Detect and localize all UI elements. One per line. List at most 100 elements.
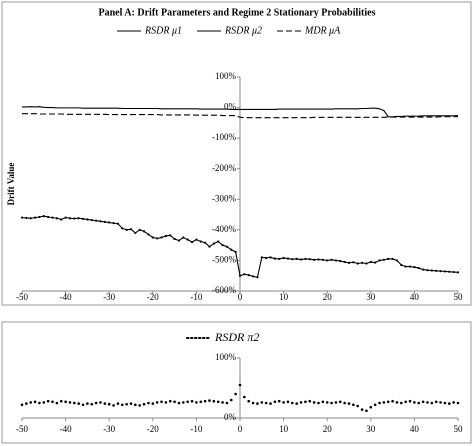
point [164, 401, 168, 404]
point [373, 403, 377, 407]
point [343, 260, 346, 264]
point [430, 269, 433, 272]
x-tick-label: -50 [16, 292, 28, 302]
y-tick-label: -200% [212, 163, 236, 173]
x-tick-label: 30 [366, 424, 376, 434]
point [169, 234, 172, 237]
point [347, 402, 351, 405]
point [177, 239, 181, 242]
point [86, 402, 89, 405]
point [238, 274, 242, 277]
point [195, 238, 198, 241]
x-tick-label: 0 [238, 424, 243, 434]
panel-frame [1, 321, 472, 444]
point [29, 217, 32, 220]
point [443, 270, 447, 273]
point [99, 220, 102, 223]
point [452, 270, 455, 274]
point [326, 259, 329, 262]
point [260, 401, 264, 404]
point [277, 399, 281, 403]
point [234, 250, 237, 253]
point [60, 218, 63, 221]
point [264, 401, 268, 405]
point [86, 218, 89, 221]
point [38, 215, 41, 219]
point [304, 257, 307, 260]
point [116, 222, 120, 225]
point [129, 402, 133, 405]
point [448, 270, 451, 273]
point [408, 265, 412, 268]
point [374, 261, 377, 264]
point [186, 238, 189, 241]
point [265, 256, 268, 260]
point [369, 260, 372, 264]
point [360, 261, 364, 264]
point [365, 409, 368, 413]
point [212, 242, 215, 245]
point [81, 403, 85, 407]
point [295, 257, 298, 260]
panel-frame [1, 1, 472, 306]
x-tick-label: 40 [410, 292, 420, 302]
y-axis-label: Drift Value [6, 163, 16, 206]
point [317, 401, 320, 405]
point [225, 245, 229, 248]
point [29, 401, 33, 404]
point [229, 398, 233, 402]
point [452, 401, 455, 404]
point [25, 402, 28, 405]
x-tick-label: -10 [190, 292, 202, 302]
series-line [22, 106, 459, 118]
point [439, 270, 442, 273]
point [243, 273, 246, 276]
point [395, 259, 399, 262]
point [156, 237, 159, 240]
point [138, 404, 142, 407]
point [369, 405, 373, 409]
point [426, 401, 429, 404]
point [430, 401, 434, 405]
point [125, 228, 128, 231]
point [103, 220, 106, 224]
point [134, 231, 137, 235]
point [269, 402, 272, 405]
point [269, 256, 272, 259]
point [190, 240, 194, 244]
point [291, 258, 294, 261]
point [325, 401, 329, 404]
y-tick-label: 0% [224, 412, 237, 422]
point [382, 401, 386, 404]
point [55, 401, 59, 405]
x-tick-label: -30 [103, 424, 115, 434]
point [456, 401, 460, 405]
point [120, 403, 124, 407]
point [51, 216, 54, 219]
x-tick-label: -30 [103, 292, 115, 302]
point [108, 221, 111, 224]
point [186, 400, 189, 404]
point [260, 256, 263, 259]
y-tick-label: -600% [212, 285, 236, 295]
point [38, 401, 41, 405]
point [247, 399, 251, 403]
point [330, 258, 333, 261]
point [225, 401, 229, 405]
point [365, 262, 368, 265]
point [408, 399, 412, 403]
point [378, 259, 381, 262]
point [199, 400, 203, 404]
point [42, 401, 46, 404]
point [142, 230, 146, 233]
x-tick-label: -20 [147, 292, 159, 302]
point [160, 236, 163, 239]
x-tick-label: 10 [279, 424, 289, 434]
x-tick-label: -10 [190, 424, 202, 434]
chart-title: Panel A: Drift Parameters and Regime 2 S… [99, 7, 376, 18]
point [417, 266, 420, 270]
point [321, 400, 325, 404]
point [386, 400, 390, 404]
point [81, 217, 85, 220]
point [190, 399, 194, 403]
